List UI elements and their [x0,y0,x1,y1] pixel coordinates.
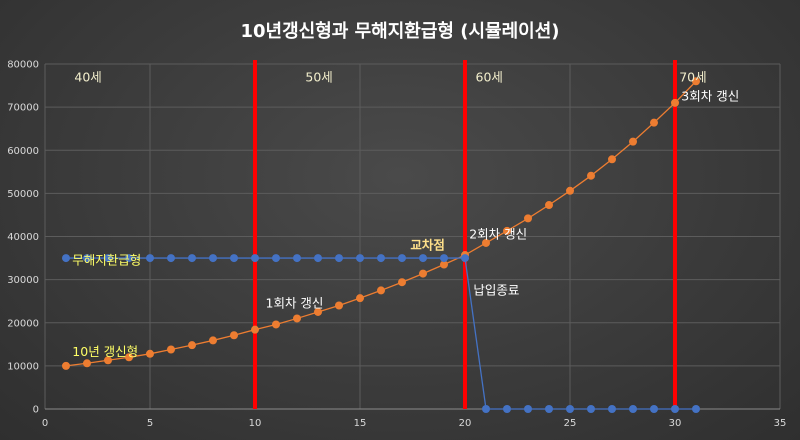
vertical-markers [253,60,677,409]
chart-title: 10년갱신형과 무해지환급형 (시뮬레이션) [241,20,560,42]
data-point [146,349,154,358]
data-point [650,405,658,413]
data-point [566,405,574,413]
data-point [272,254,280,263]
y-tick-label: 30000 [7,275,39,286]
data-point [251,254,259,263]
data-point [608,155,616,164]
annotation-label: 50세 [305,69,332,84]
annotation-label: 납입종료 [473,283,519,298]
data-point [671,98,679,107]
data-point [566,186,574,195]
data-point [83,359,91,368]
axes: 0 10000 20000 30000 40000 50000 60000 70000 8000… [7,60,786,430]
x-tick-label: 35 [774,418,787,429]
data-point [83,254,91,263]
data-point [398,278,406,287]
annotation-label: 40세 [74,69,101,84]
data-point [524,214,532,223]
data-point [440,260,448,269]
data-point [503,226,511,235]
data-point [629,405,637,413]
y-tick-label: 10000 [7,361,39,372]
data-point [230,331,238,340]
y-tick-label: 40000 [7,232,39,243]
y-tick-label: 70000 [7,103,39,114]
data-point [272,320,280,329]
data-point [356,254,364,263]
y-tick-label: 60000 [7,146,39,157]
annotation-label: 3회차 갱신 [681,89,739,104]
data-point [314,254,322,263]
data-point [545,405,553,413]
data-point [377,254,385,263]
data-point [335,254,343,263]
data-point [104,254,112,263]
data-point [587,405,595,413]
data-point [209,336,217,345]
data-point [167,345,175,354]
x-tick-label: 10 [249,418,262,429]
y-tick-label: 20000 [7,318,39,329]
data-point [356,294,364,303]
annotation-label: 2회차 갱신 [469,227,527,242]
data-point [461,254,469,263]
data-point [230,254,238,263]
x-tick-label: 25 [564,418,577,429]
data-point [692,77,700,86]
series-line [66,257,696,410]
series-1 [62,254,700,413]
data-point [188,254,196,263]
data-point [62,254,70,263]
annotation-label: 1회차 갱신 [266,296,324,311]
data-point [251,325,259,334]
data-point [188,341,196,350]
annotation-label: 70세 [679,69,706,84]
data-point [167,254,175,263]
data-point [104,356,112,365]
data-point [398,254,406,263]
series-group [62,77,700,413]
data-point [209,254,217,263]
data-point [314,307,322,316]
annotation-label: 10년 갱신형 [72,344,138,359]
x-tick-label: 5 [147,418,153,429]
x-tick-label: 20 [459,418,472,429]
data-point [650,118,658,127]
y-tick-label: 50000 [7,189,39,200]
data-point [335,301,343,310]
data-point [125,353,133,362]
y-tick-label: 0 [33,405,39,416]
data-point [503,405,511,413]
data-point [671,405,679,413]
series-0 [62,77,700,370]
y-tick-label: 80000 [7,60,39,71]
data-point [377,286,385,295]
data-point [293,314,301,323]
data-point [419,269,427,278]
x-tick-label: 15 [354,418,367,429]
data-point [482,238,490,247]
data-point [419,254,427,263]
data-point [587,171,595,180]
data-point [146,254,154,263]
data-point [293,254,301,263]
data-point [524,405,532,413]
data-point [629,137,637,146]
data-point [692,405,700,413]
x-tick-label: 30 [669,418,682,429]
data-point [440,254,448,263]
data-point [62,361,70,370]
annotation-label: 60세 [476,69,503,84]
data-point [608,405,616,413]
data-point [125,254,133,263]
data-point [482,405,490,413]
x-tick-label: 0 [42,418,48,429]
annotation-label: 교차점 [410,237,445,252]
data-point [545,201,553,210]
annotation-label: 무해지환급형 [72,253,141,268]
